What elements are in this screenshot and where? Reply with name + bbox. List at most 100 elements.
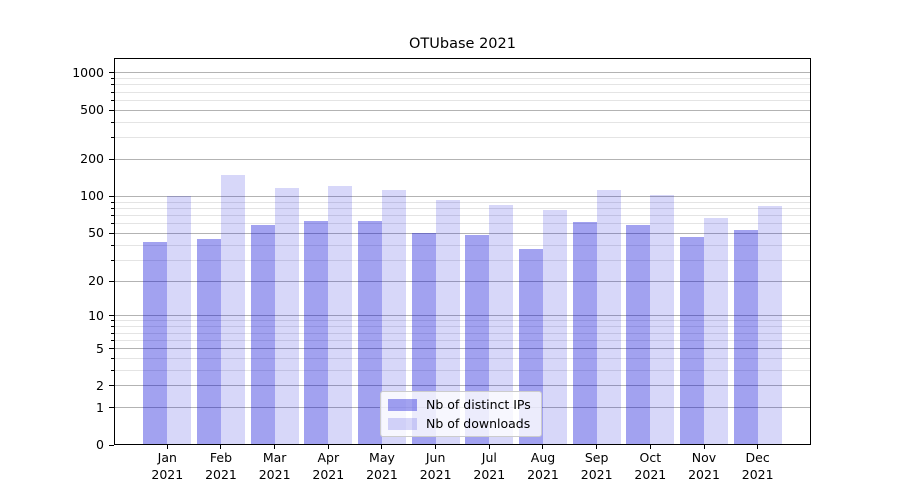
y-tick (109, 72, 114, 74)
gridline-minor (114, 339, 811, 341)
y-minor-tick (111, 91, 114, 93)
gridline-minor (114, 259, 811, 261)
y-minor-tick (111, 84, 114, 86)
y-minor-tick (111, 244, 114, 246)
bar-downloads-oct (650, 194, 675, 445)
y-minor-tick (111, 369, 114, 371)
y-tick (109, 280, 114, 282)
y-tick (109, 109, 114, 111)
x-tick (381, 445, 383, 449)
bar-distinct-ips-jan (143, 242, 168, 445)
y-tick-label: 100 (80, 188, 104, 204)
x-tick-label-oct: Oct 2021 (634, 450, 667, 482)
gridline-major (114, 72, 811, 74)
gridline-minor (114, 84, 811, 86)
y-tick-label: 500 (80, 102, 104, 118)
y-minor-tick (111, 137, 114, 139)
gridline-major (114, 195, 811, 197)
gridline-major (114, 232, 811, 234)
y-tick (109, 407, 114, 409)
gridline-minor (114, 78, 811, 80)
y-tick-label: 20 (88, 273, 104, 289)
gridline-minor (114, 357, 811, 359)
bar-downloads-aug (542, 209, 567, 445)
x-tick-label-nov: Nov 2021 (688, 450, 720, 482)
y-tick-label: 10 (88, 307, 104, 323)
legend-swatch-distinct-ips (388, 398, 417, 411)
bar-distinct-ips-apr (304, 221, 329, 445)
gridline-major (114, 280, 811, 282)
gridline-minor (114, 201, 811, 203)
gridline-minor (114, 320, 811, 322)
bar-distinct-ips-feb (196, 238, 221, 445)
y-tick (109, 315, 114, 317)
gridline-minor (114, 244, 811, 246)
bar-downloads-apr (328, 185, 353, 445)
y-tick-label: 1000 (72, 64, 104, 80)
y-tick-label: 1 (96, 399, 104, 415)
y-tick (109, 444, 114, 446)
bar-distinct-ips-nov (680, 236, 704, 445)
gridline-major (114, 385, 811, 387)
y-minor-tick (111, 326, 114, 328)
y-minor-tick (111, 201, 114, 203)
y-tick-label: 0 (96, 437, 104, 452)
y-tick (109, 232, 114, 234)
y-tick-label: 50 (88, 225, 104, 241)
y-minor-tick (111, 339, 114, 341)
y-tick-label: 5 (96, 340, 104, 356)
y-minor-tick (111, 223, 114, 225)
x-tick-label-sep: Sep 2021 (580, 450, 613, 482)
gridline-minor (114, 137, 811, 139)
bar-distinct-ips-oct (626, 224, 651, 445)
y-tick (109, 158, 114, 160)
gridline-minor (114, 223, 811, 225)
x-tick-label-may: May 2021 (366, 450, 398, 482)
x-tick (435, 445, 437, 449)
gridline-major (114, 315, 811, 317)
gridline-major (114, 348, 811, 349)
gridline-minor (114, 207, 811, 209)
x-tick (596, 445, 598, 449)
gridline-minor (114, 369, 811, 371)
bar-downloads-feb (220, 174, 245, 445)
gridline-minor (114, 332, 811, 334)
x-tick-label-apr: Apr 2021 (312, 450, 345, 482)
y-minor-tick (111, 207, 114, 209)
y-minor-tick (111, 259, 114, 261)
x-tick (220, 445, 222, 449)
legend-item-downloads: Nb of downloads (388, 416, 531, 431)
y-tick (109, 195, 114, 197)
bar-downloads-jan (167, 196, 192, 445)
bar-downloads-dec (757, 205, 782, 445)
legend: Nb of distinct IPs Nb of downloads (380, 391, 542, 437)
x-tick (757, 445, 759, 449)
x-tick-label-jun: Jun 2021 (419, 450, 452, 482)
gridline-minor (114, 99, 811, 101)
y-minor-tick (111, 78, 114, 80)
x-tick (649, 445, 651, 449)
x-tick-label-feb: Feb 2021 (205, 450, 237, 482)
bar-distinct-ips-may (357, 221, 382, 445)
chart-title: OTUbase 2021 (409, 36, 516, 52)
x-tick-label-aug: Aug 2021 (527, 450, 559, 482)
y-minor-tick (111, 357, 114, 359)
y-minor-tick (111, 99, 114, 101)
x-tick (327, 445, 329, 449)
bar-distinct-ips-mar (250, 224, 275, 445)
y-tick-label: 200 (80, 151, 104, 167)
legend-item-distinct-ips: Nb of distinct IPs (388, 397, 531, 412)
x-tick (166, 445, 168, 449)
x-tick (488, 445, 490, 449)
x-tick-label-mar: Mar 2021 (258, 450, 291, 482)
gridline-minor (114, 214, 811, 216)
gridline-major (114, 158, 811, 160)
x-tick-label-jul: Jul 2021 (473, 450, 506, 482)
bar-downloads-sep (596, 189, 621, 445)
legend-swatch-downloads (388, 417, 417, 430)
gridline-minor (114, 91, 811, 93)
y-tick (109, 348, 114, 349)
y-minor-tick (111, 214, 114, 216)
gridline-minor (114, 326, 811, 328)
